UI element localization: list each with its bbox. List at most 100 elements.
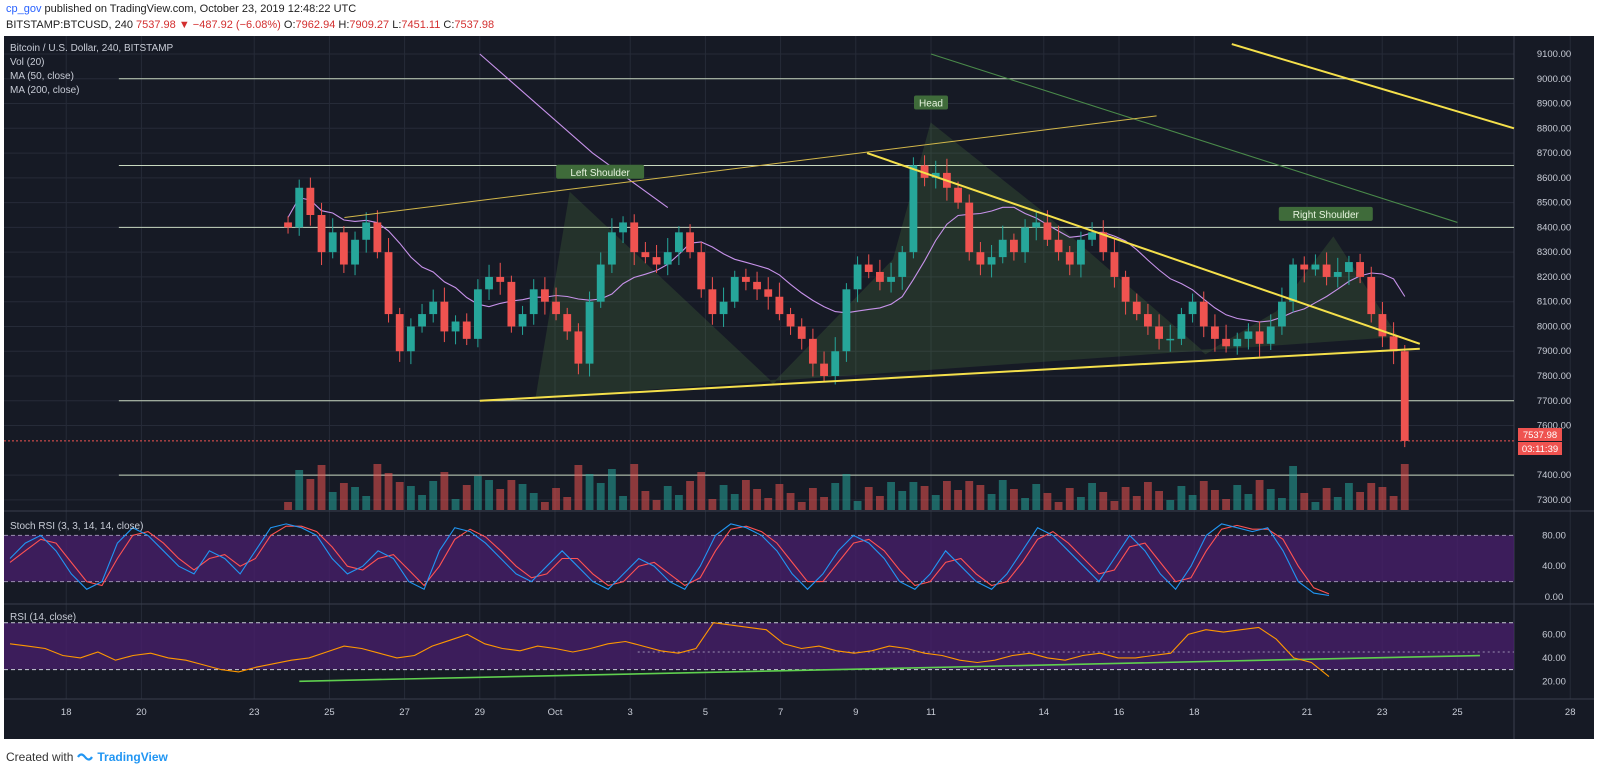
volume-bar <box>931 495 940 510</box>
volume-bar <box>1400 464 1409 510</box>
candle-body <box>786 314 795 327</box>
volume-bar <box>306 479 315 510</box>
volume-bar <box>730 494 739 510</box>
volume-bar <box>1333 497 1342 510</box>
time-tick-label: 20 <box>136 707 147 718</box>
chart-container[interactable]: Left Shoulder Head Right Shoulder 80.00 40.… <box>4 36 1594 739</box>
tradingview-brand[interactable]: TradingView <box>97 750 168 764</box>
candle-body <box>1099 232 1108 253</box>
chart-svg[interactable]: Left Shoulder Head Right Shoulder 80.00 40.… <box>4 36 1594 739</box>
volume-bar <box>1021 498 1029 510</box>
neckline-support <box>479 347 1420 402</box>
volume-bar <box>1367 483 1376 510</box>
volume-bar <box>1244 494 1253 510</box>
volume-bar <box>875 496 884 510</box>
countdown-tag-text: 03:11:39 <box>1522 444 1558 455</box>
candle-body <box>518 314 527 327</box>
volume-bar <box>462 485 471 510</box>
candle-body <box>339 232 348 265</box>
volume-bar <box>473 476 482 510</box>
stoch-tick-label: 0.00 <box>1545 592 1564 603</box>
last-price-label: 7537.98 <box>136 19 176 31</box>
price-tick-label: 8300.00 <box>1537 247 1571 258</box>
candle-body <box>540 289 549 302</box>
price-tick-label: 8900.00 <box>1537 99 1571 110</box>
volume-bar <box>585 474 594 510</box>
candle-body <box>853 264 862 290</box>
stoch-rsi-label[interactable]: Stoch RSI (3, 3, 14, 14, close) <box>10 521 143 532</box>
volume-bars <box>284 464 1409 510</box>
footer: Created with TradingView <box>6 746 168 768</box>
pattern-fill <box>535 122 1399 398</box>
last-price-tag <box>1518 428 1562 441</box>
candle-body <box>1188 301 1197 315</box>
long-term-resistance <box>1231 43 1515 130</box>
low-key: L: <box>392 19 402 31</box>
volume-bar <box>1233 485 1242 510</box>
price-tick-label: 8400.00 <box>1537 222 1571 233</box>
high-value: 7909.27 <box>349 19 390 31</box>
volume-bar <box>552 488 560 510</box>
volume-bar <box>451 499 460 510</box>
volume-bar <box>786 493 795 510</box>
low-value: 7451.11 <box>401 19 441 31</box>
volume-bar <box>295 470 304 510</box>
pattern-annotations: Left Shoulder Head Right Shoulder <box>556 95 1373 221</box>
volume-bar <box>719 485 728 510</box>
volume-indicator-label[interactable]: Vol (20) <box>10 57 44 68</box>
time-tick-label: 11 <box>926 707 936 718</box>
candle-body <box>1378 314 1387 337</box>
volume-bar <box>1088 483 1096 510</box>
volume-bar <box>741 480 750 510</box>
price-tick-label: 8200.00 <box>1537 272 1571 283</box>
time-tick-label: 16 <box>1114 707 1125 718</box>
annotation-label: Left Shoulder <box>570 168 630 179</box>
price-axis[interactable]: 9100.00 9000.00 8900.00 8800.00 8700.00 8600.… <box>1537 49 1571 506</box>
candle-body <box>1110 252 1119 277</box>
price-tick-label: 7800.00 <box>1537 371 1571 382</box>
candle-body <box>440 301 449 332</box>
candle-body <box>697 252 706 290</box>
publisher-name[interactable]: cp_gov <box>6 3 42 15</box>
volume-bar <box>808 488 817 510</box>
candle-body <box>842 289 851 352</box>
rsi-band <box>4 622 1514 670</box>
volume-bar <box>507 480 516 510</box>
candle-body <box>976 252 985 265</box>
volume-bar <box>395 482 404 510</box>
open-value: 7962.94 <box>295 19 336 31</box>
time-axis[interactable]: 16182023252729Oct35791114161821232528 <box>4 707 1576 718</box>
candle-body <box>686 232 694 253</box>
candle-body <box>306 187 315 216</box>
candle-body <box>362 222 371 240</box>
rsi-tick-label: 40.00 <box>1542 653 1566 664</box>
ma50-early-line <box>479 53 669 209</box>
ma200-indicator-label[interactable]: MA (200, close) <box>10 85 79 96</box>
candle-body <box>931 172 940 178</box>
volume-bar <box>1199 481 1208 510</box>
candle-body <box>395 314 404 352</box>
volume-bar <box>920 486 929 510</box>
candle-body <box>1199 301 1208 327</box>
candle-body <box>619 222 627 233</box>
volume-bar <box>619 496 627 510</box>
candle-body <box>1266 326 1275 344</box>
volume-bar <box>1311 502 1320 510</box>
volume-bar <box>563 497 572 510</box>
candle-body <box>909 165 918 253</box>
candle-body <box>1088 232 1096 240</box>
rsi-line <box>9 622 1330 678</box>
ma50-indicator-label[interactable]: MA (50, close) <box>10 71 74 82</box>
price-tick-label: 7600.00 <box>1537 421 1571 432</box>
candle-body <box>965 202 974 253</box>
volume-bar <box>1121 487 1130 510</box>
volume-bar <box>1032 484 1041 510</box>
descending-resistance <box>866 152 1421 345</box>
candle-body <box>887 276 895 282</box>
candle-body <box>429 301 438 315</box>
candle-body <box>1400 351 1409 441</box>
volume-bar <box>1255 480 1264 510</box>
candle-body <box>753 281 761 290</box>
candle-body <box>1144 314 1152 327</box>
rsi-label[interactable]: RSI (14, close) <box>10 612 76 623</box>
